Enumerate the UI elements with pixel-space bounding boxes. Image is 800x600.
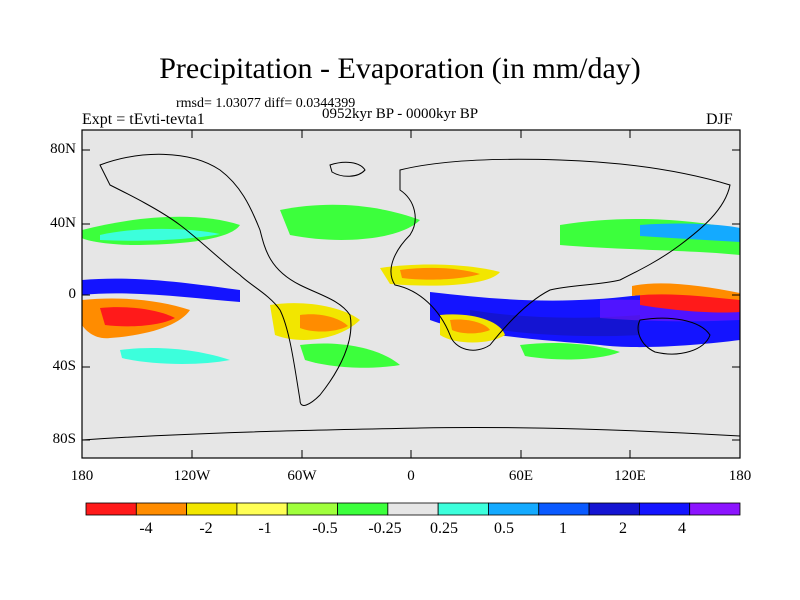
- lat-label-0: 0: [68, 286, 77, 302]
- lon-label-120e: 120E: [614, 468, 646, 484]
- colorbar-box: [135, 502, 188, 516]
- colorbar-label: -0.25: [368, 520, 402, 537]
- colorbar-box: [638, 502, 691, 516]
- field-sahel-orange: [400, 267, 480, 280]
- lat-label-80s: 80S: [52, 431, 76, 447]
- lon-label-180e: 180: [728, 468, 752, 484]
- colorbar-box: [85, 502, 137, 516]
- colorbar-label: 1: [559, 520, 567, 537]
- lat-label-80n: 80N: [50, 141, 76, 157]
- colorbar-box: [437, 502, 489, 516]
- colorbar-box: [387, 502, 439, 516]
- lon-label-0: 0: [407, 468, 415, 484]
- colorbar-label: 0.5: [494, 520, 514, 537]
- americas-coast: [99, 153, 352, 406]
- field-tropical-core: [470, 310, 640, 337]
- field-itcz-pacific: [82, 278, 240, 302]
- axis-ticks: [81, 130, 741, 458]
- rmsd-diff-stats: rmsd= 1.03077 diff= 0.0344399: [176, 96, 356, 111]
- lat-label-40s: 40S: [52, 358, 76, 374]
- colorbar-box: [286, 502, 338, 516]
- australia-coast: [637, 317, 711, 355]
- colorbar: [85, 502, 741, 516]
- lon-label-60e: 60E: [508, 468, 534, 484]
- anomaly-fields: [82, 153, 740, 441]
- field-south-africa-orange: [450, 319, 490, 334]
- field-south-indian-green: [520, 342, 620, 360]
- field-amazon-orange: [300, 314, 348, 332]
- field-south-pacific-cyan: [120, 348, 230, 364]
- greenland-coast: [329, 161, 366, 177]
- colorbar-label: -4: [139, 520, 153, 537]
- lon-label-120w: 120W: [173, 468, 211, 484]
- season-label: DJF: [706, 111, 733, 128]
- colorbar-box: [689, 502, 741, 516]
- colorbar-label: 0.25: [430, 520, 458, 537]
- field-south-atlantic-green: [300, 343, 400, 368]
- field-north-atlantic-green: [280, 204, 420, 240]
- field-west-pacific-orange: [632, 283, 740, 300]
- eurasia-africa-coast: [390, 158, 731, 351]
- colorbar-box: [588, 502, 640, 516]
- field-kuroshio-blue: [640, 223, 740, 242]
- period-label: 0952kyr BP - 0000kyr BP: [322, 106, 479, 122]
- colorbar-label: -0.5: [312, 520, 338, 537]
- field-north-pacific-cyan: [100, 228, 220, 241]
- antarctica-coast: [82, 426, 740, 441]
- colorbar-label: 4: [678, 520, 686, 537]
- colorbar-label: 2: [619, 520, 627, 537]
- colorbar-box: [186, 502, 238, 516]
- colorbar-box: [337, 502, 389, 516]
- lat-label-40n: 40N: [50, 215, 76, 231]
- colorbar-label: -1: [258, 520, 272, 537]
- colorbar-box: [538, 502, 590, 516]
- colorbar-label: -2: [199, 520, 213, 537]
- plot-title: Precipitation - Evaporation (in mm/day): [159, 52, 641, 85]
- experiment-label: Expt = tEvti-tevta1: [82, 111, 205, 128]
- lon-label-60w: 60W: [287, 468, 317, 484]
- field-east-pacific-core: [100, 307, 175, 327]
- colorbar-box: [236, 502, 288, 516]
- lon-label-180w: 180: [70, 468, 94, 484]
- coastlines: [82, 153, 740, 441]
- colorbar-box: [488, 502, 540, 516]
